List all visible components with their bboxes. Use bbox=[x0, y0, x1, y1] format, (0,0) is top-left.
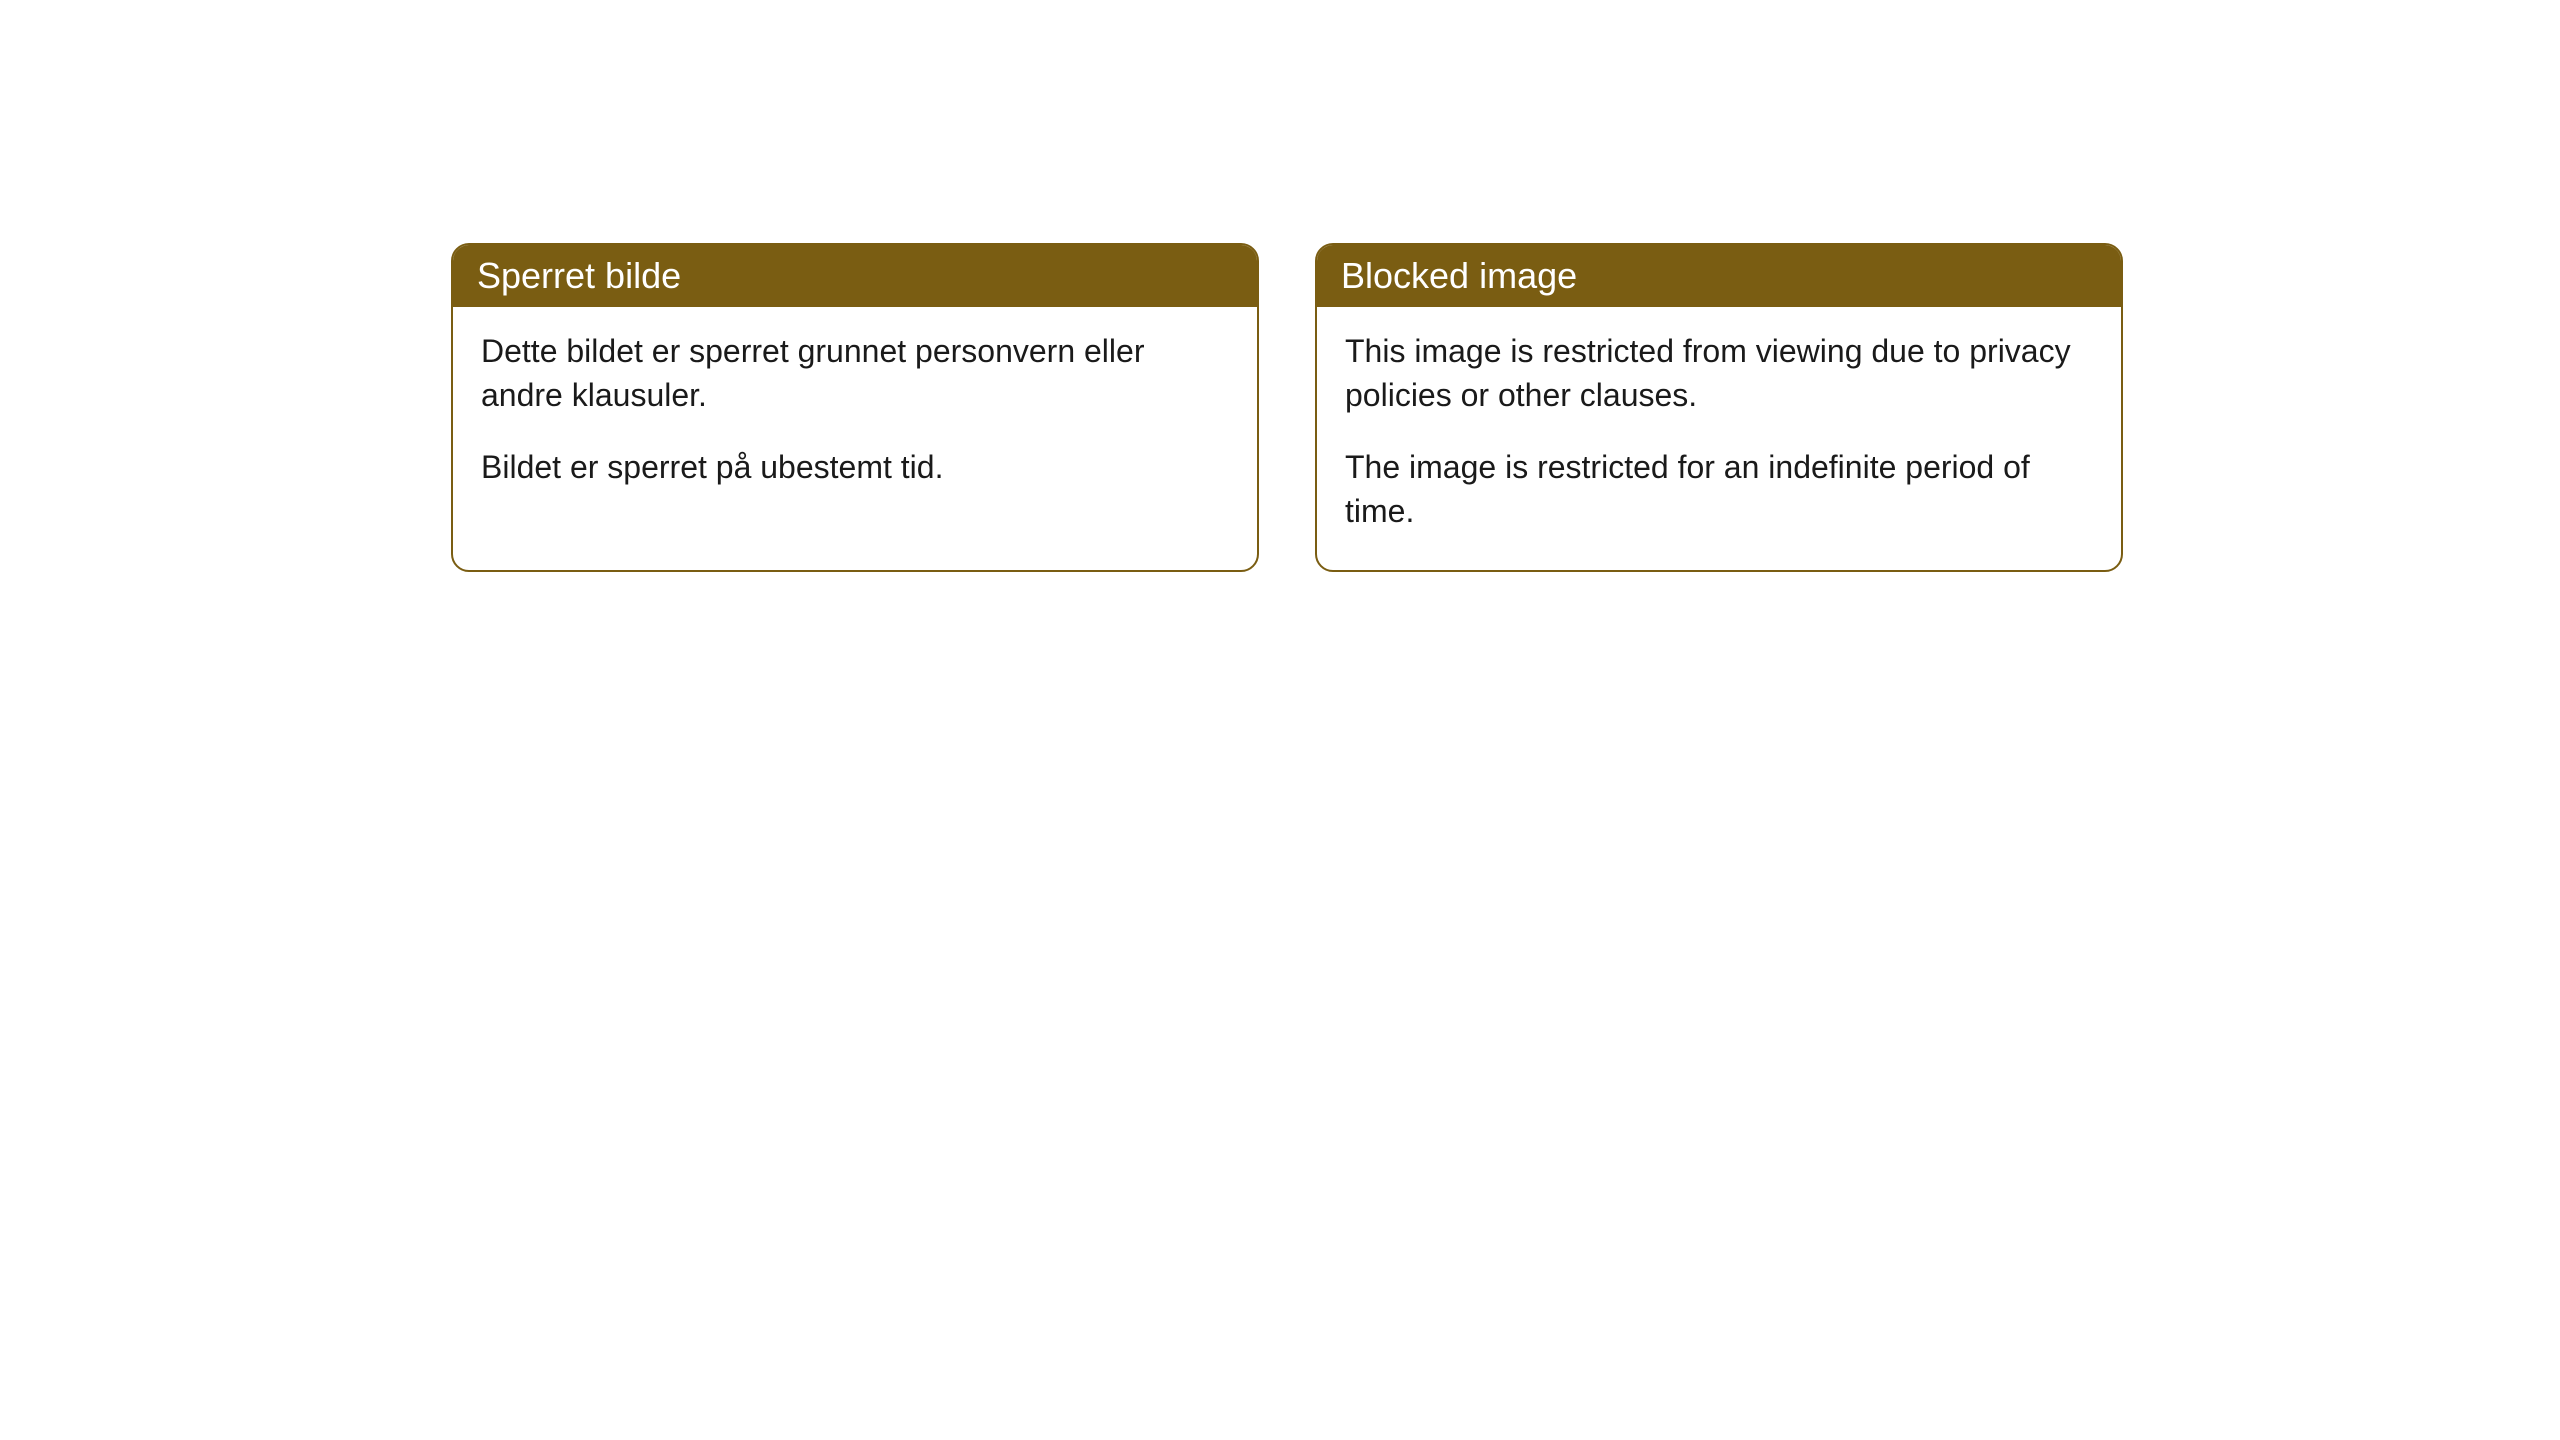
card-paragraph: The image is restricted for an indefinit… bbox=[1345, 445, 2093, 533]
notice-card-english: Blocked image This image is restricted f… bbox=[1315, 243, 2123, 572]
card-paragraph: This image is restricted from viewing du… bbox=[1345, 329, 2093, 417]
card-body: Dette bildet er sperret grunnet personve… bbox=[453, 307, 1257, 525]
card-paragraph: Bildet er sperret på ubestemt tid. bbox=[481, 445, 1229, 489]
notice-card-norwegian: Sperret bilde Dette bildet er sperret gr… bbox=[451, 243, 1259, 572]
card-header: Sperret bilde bbox=[453, 245, 1257, 307]
notice-card-container: Sperret bilde Dette bildet er sperret gr… bbox=[451, 243, 2123, 572]
card-paragraph: Dette bildet er sperret grunnet personve… bbox=[481, 329, 1229, 417]
card-body: This image is restricted from viewing du… bbox=[1317, 307, 2121, 570]
card-title: Sperret bilde bbox=[477, 255, 681, 296]
card-title: Blocked image bbox=[1341, 255, 1577, 296]
card-header: Blocked image bbox=[1317, 245, 2121, 307]
